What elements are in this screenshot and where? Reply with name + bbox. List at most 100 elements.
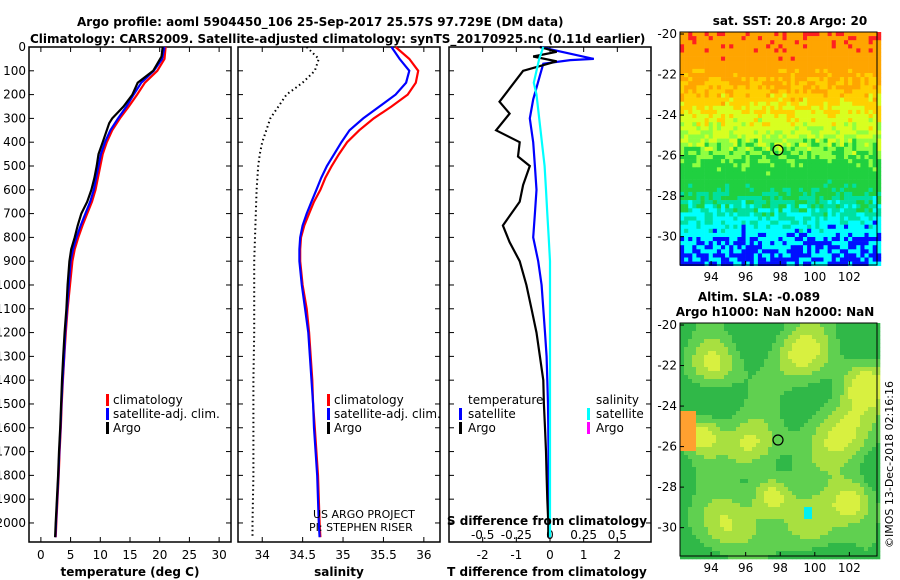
- sst-cell: [712, 114, 718, 119]
- sla-cell: [680, 475, 685, 480]
- sla-cell: [864, 335, 869, 340]
- sla-cell: [708, 375, 713, 380]
- sla-cell: [760, 447, 765, 452]
- sla-cell: [764, 347, 769, 352]
- sst-cell: [696, 245, 701, 250]
- sla-cell: [772, 327, 777, 332]
- sst-cell: [749, 179, 755, 184]
- sst-cell: [876, 73, 882, 78]
- sla-cell: [800, 455, 805, 460]
- sst-cell: [766, 249, 771, 254]
- sst-cell: [872, 48, 878, 53]
- sla-cell: [692, 475, 697, 480]
- sst-cell: [835, 200, 841, 205]
- sla-cell: [800, 419, 805, 424]
- sst-cell: [872, 52, 878, 57]
- sla-cell: [772, 471, 777, 476]
- sla-cell: [844, 447, 849, 452]
- sla-cell: [836, 427, 841, 432]
- sst-cell: [753, 134, 759, 139]
- sla-cell: [736, 447, 741, 452]
- sla-cell: [720, 419, 725, 424]
- sst-cell: [786, 204, 791, 209]
- sst-cell: [876, 36, 882, 41]
- sst-cell: [725, 228, 730, 234]
- sla-cell: [848, 323, 853, 328]
- sst-cell: [864, 146, 869, 152]
- sst-cell: [729, 68, 734, 74]
- sst-cell: [807, 216, 812, 221]
- sla-cell: [868, 427, 873, 432]
- sst-cell: [712, 204, 718, 209]
- sst-cell: [815, 150, 820, 156]
- sst-cell: [823, 85, 828, 90]
- sla-cell: [876, 463, 881, 468]
- sla-cell: [796, 455, 801, 460]
- sst-cell: [823, 56, 828, 61]
- sla-cell: [804, 359, 809, 364]
- sst-cell: [860, 114, 865, 119]
- sla-cell: [804, 423, 809, 428]
- sla-cell: [816, 375, 821, 380]
- sst-cell: [749, 200, 755, 205]
- sla-cell: [840, 339, 845, 344]
- sst-cell: [876, 138, 882, 143]
- sst-cell: [704, 208, 709, 213]
- sst-cell: [684, 60, 689, 66]
- sla-cell: [696, 439, 701, 444]
- sst-cell: [823, 155, 828, 160]
- sla-cell: [820, 367, 825, 372]
- sst-cell: [733, 155, 738, 160]
- sst-cell: [725, 220, 730, 225]
- sst-cell: [860, 93, 865, 98]
- sst-cell: [737, 183, 742, 189]
- sst-cell: [778, 122, 783, 127]
- sla-cell: [712, 351, 717, 356]
- sst-cell: [856, 126, 861, 131]
- series-line-argo: [251, 46, 320, 538]
- sst-cell: [684, 40, 689, 45]
- sst-cell: [876, 118, 882, 123]
- sla-cell: [732, 459, 737, 464]
- sst-cell: [811, 253, 816, 258]
- sla-cell: [764, 431, 769, 436]
- sst-cell: [803, 105, 808, 111]
- sst-cell: [786, 146, 791, 152]
- sla-cell: [780, 375, 785, 380]
- sst-cell: [716, 245, 722, 250]
- sst-cell: [852, 261, 857, 266]
- sla-cell: [840, 451, 845, 456]
- sla-cell: [852, 323, 857, 328]
- sla-cell: [832, 443, 837, 448]
- sst-cell: [704, 191, 709, 197]
- s-tick-label: 0.25: [570, 528, 597, 542]
- sst-cell: [696, 56, 701, 61]
- depth-tick-label: 400: [3, 135, 26, 149]
- sla-cell: [860, 395, 865, 400]
- sla-cell: [744, 455, 749, 460]
- sst-cell: [860, 196, 865, 201]
- sla-cell: [716, 415, 721, 420]
- sst-cell: [725, 196, 730, 201]
- sla-cell: [744, 347, 749, 352]
- sst-cell: [852, 146, 857, 152]
- sst-cell: [762, 32, 767, 37]
- sst-cell: [692, 200, 697, 205]
- sst-cell: [790, 93, 796, 98]
- sst-cell: [721, 179, 726, 184]
- sst-cell: [725, 109, 730, 115]
- sst-cell: [819, 68, 824, 74]
- sla-cell: [728, 411, 733, 416]
- sst-cell: [811, 245, 816, 250]
- sst-cell: [700, 204, 705, 209]
- sla-cell: [760, 387, 765, 392]
- sst-cell: [876, 212, 882, 217]
- sst-cell: [762, 56, 767, 61]
- sst-cell: [733, 212, 738, 217]
- sla-cell: [728, 355, 733, 360]
- sst-cell: [852, 130, 857, 135]
- sla-cell: [852, 467, 857, 472]
- sla-cell: [744, 451, 749, 456]
- sla-cell: [704, 419, 709, 424]
- sst-cell: [794, 196, 800, 201]
